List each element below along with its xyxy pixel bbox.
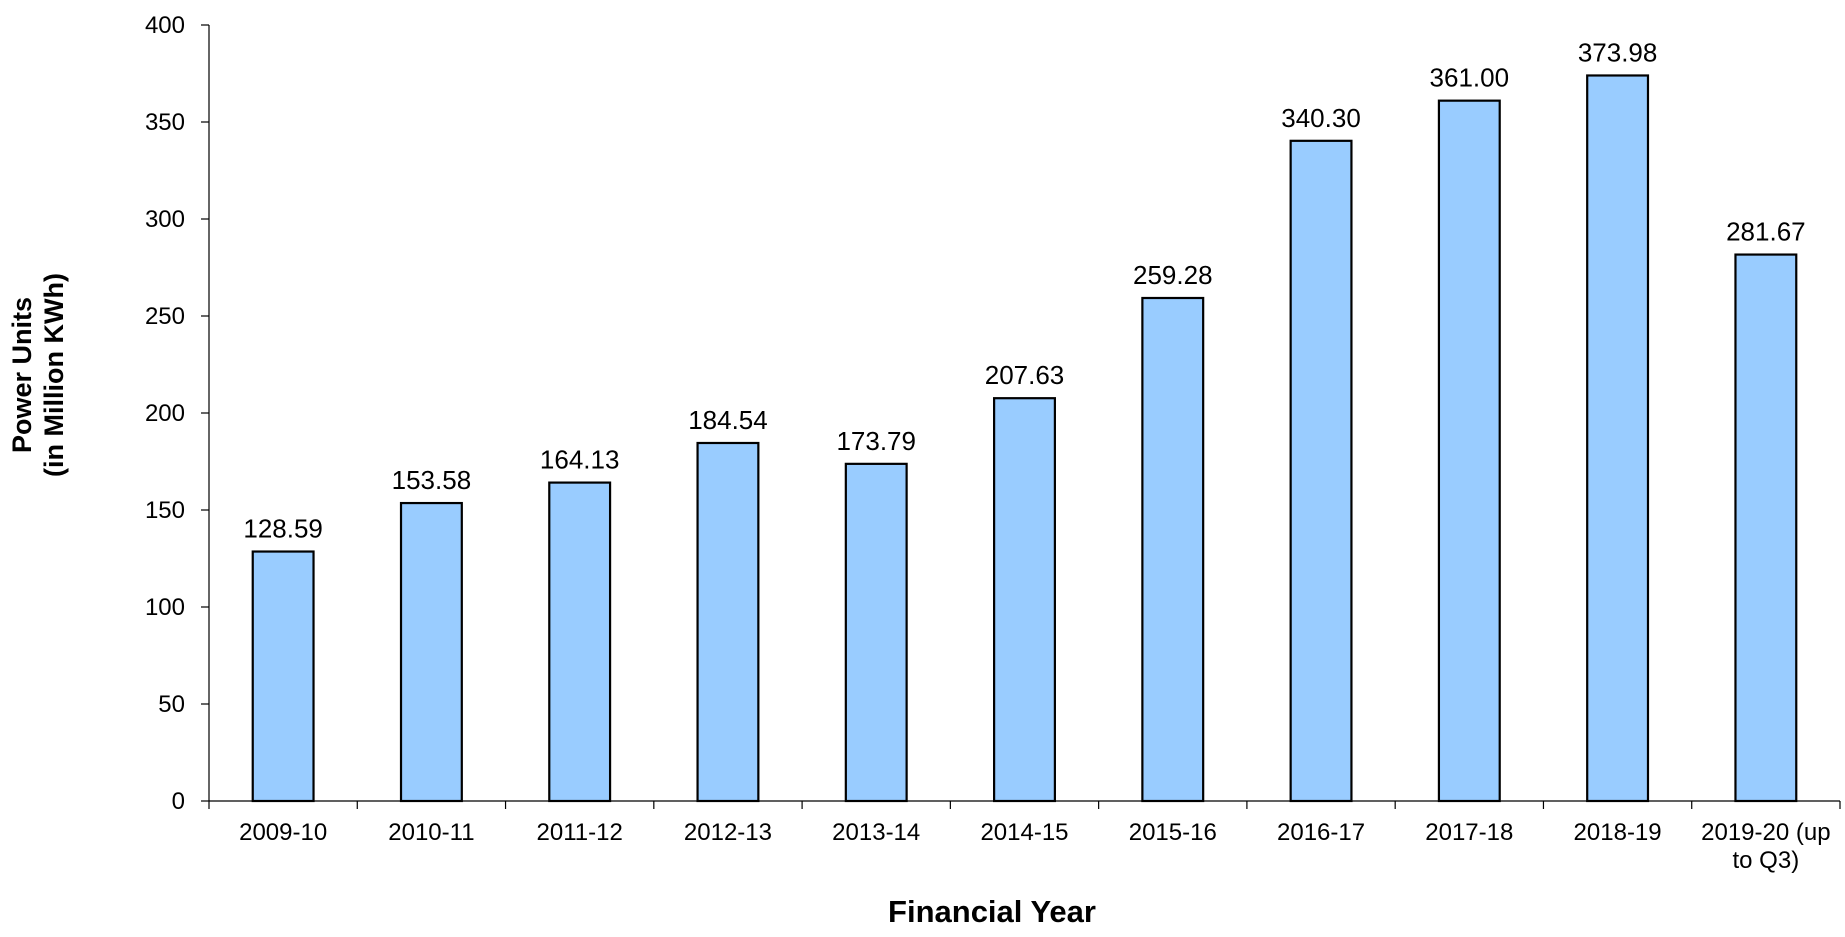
y-tick-label: 100 xyxy=(145,594,185,621)
x-tick-label: 2013-14 xyxy=(832,819,921,846)
data-label: 128.59 xyxy=(243,514,323,544)
bar xyxy=(993,397,1056,803)
data-label: 259.28 xyxy=(1133,260,1213,290)
data-label: 340.30 xyxy=(1281,103,1361,133)
y-axis-title: Power Units (in Million KWh) xyxy=(7,273,69,477)
y-tick-label: 400 xyxy=(145,12,185,39)
data-label: 281.67 xyxy=(1726,217,1806,247)
y-tick-label: 150 xyxy=(145,497,185,524)
data-label: 153.58 xyxy=(392,465,472,495)
x-tick-label: 2019-20 (up to Q3) xyxy=(1701,819,1831,874)
bar xyxy=(696,441,760,803)
x-tick-label: 2018-19 xyxy=(1573,819,1662,846)
data-label: 361.00 xyxy=(1430,63,1510,93)
data-label: 373.98 xyxy=(1578,37,1658,67)
bar xyxy=(399,501,463,803)
x-tick-label: 2012-13 xyxy=(683,819,772,846)
bar xyxy=(251,550,315,803)
x-axis-title: Financial Year xyxy=(888,894,1096,929)
bar xyxy=(1289,139,1353,803)
bar xyxy=(548,481,612,803)
y-tick-label: 200 xyxy=(145,400,185,427)
bar xyxy=(1141,296,1205,803)
y-tick-label: 300 xyxy=(145,206,185,233)
x-tick-label: 2010-11 xyxy=(388,819,475,846)
y-tick-label: 250 xyxy=(145,303,185,330)
x-tick-label: 2009-10 xyxy=(239,819,328,846)
y-tick-label: 0 xyxy=(172,788,185,815)
data-label: 184.54 xyxy=(688,405,768,435)
y-axis-title-line: Power Units xyxy=(7,297,37,453)
x-tick-label: 2017-18 xyxy=(1425,819,1514,846)
x-tick-label: 2011-12 xyxy=(536,819,623,846)
bar xyxy=(1437,99,1501,803)
y-tick-label: 50 xyxy=(158,691,185,718)
bar xyxy=(1734,253,1798,803)
x-tick-label: 2014-15 xyxy=(980,819,1069,846)
data-label: 164.13 xyxy=(540,445,620,475)
data-label: 173.79 xyxy=(836,426,916,456)
x-tick-label: 2016-17 xyxy=(1277,819,1366,846)
x-tick-label: 2015-16 xyxy=(1128,819,1217,846)
bar xyxy=(1586,74,1650,803)
y-tick-label: 350 xyxy=(145,109,185,136)
bar xyxy=(844,462,908,803)
y-axis-title-line: (in Million KWh) xyxy=(39,273,69,477)
data-label: 207.63 xyxy=(985,360,1065,390)
